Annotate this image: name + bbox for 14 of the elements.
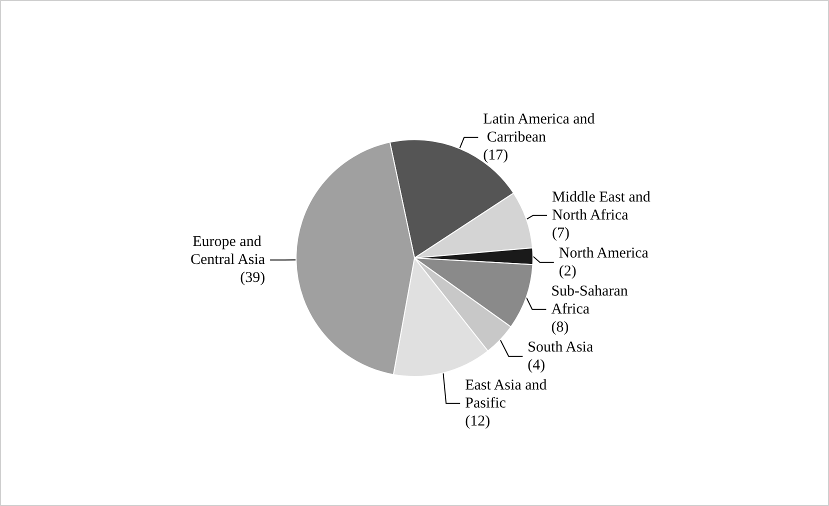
slice-label: Middle East and North Africa xyxy=(552,189,654,224)
data-label: (12) xyxy=(465,413,490,430)
slice-label: Sub-Saharan Africa xyxy=(551,283,632,318)
data-label: (8) xyxy=(551,319,569,336)
data-label: (7) xyxy=(552,225,570,242)
data-label: (39) xyxy=(240,270,266,286)
slice-label: North America xyxy=(558,245,649,262)
data-label: (17) xyxy=(483,147,508,164)
slice-label: East Asia and Pasific xyxy=(465,377,551,412)
data-label: (2) xyxy=(558,263,576,280)
slice-label: South Asia xyxy=(528,339,594,356)
data-label: (4) xyxy=(528,357,546,374)
slice-label: Europe and Central Asia xyxy=(190,234,266,268)
slice-label: Latin America and Carribean xyxy=(483,111,596,146)
